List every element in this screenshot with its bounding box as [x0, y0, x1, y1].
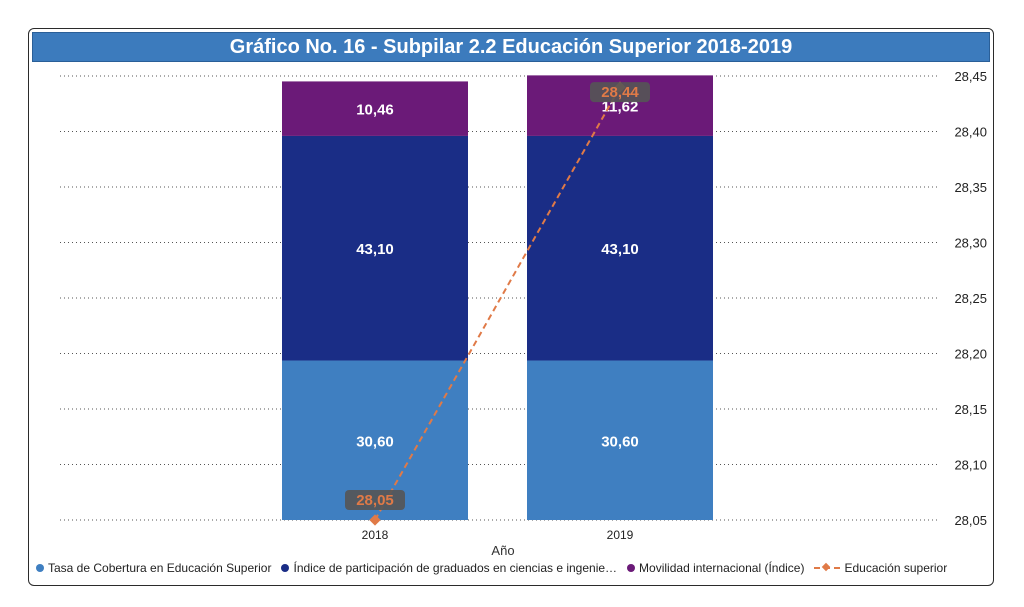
y-tick-label: 28,35 [954, 180, 987, 195]
line-label-box [590, 82, 650, 103]
bar-data-label: 11,62 [602, 99, 639, 116]
bar-data-label: 10,46 [356, 102, 394, 119]
y-tick-label: 28,40 [954, 125, 987, 140]
chart-legend: Tasa de Cobertura en Educación Superior … [36, 559, 991, 577]
bar-segment [527, 360, 713, 520]
legend-marker-movilidad [627, 564, 636, 572]
legend-item-movilidad[interactable]: Movilidad internacional (Índice) [627, 561, 804, 575]
line-point [369, 514, 381, 526]
legend-marker-cobertura [36, 564, 44, 572]
y-tick-label: 28,15 [954, 402, 987, 417]
legend-label-graduados: Índice de participación de graduados en … [293, 561, 618, 575]
chart-title-bar: Gráfico No. 16 - Subpilar 2.2 Educación … [32, 32, 990, 62]
bar-data-label: 43,10 [601, 241, 639, 258]
x-tick-label: 2019 [607, 528, 634, 542]
y-tick-label: 28,10 [954, 458, 987, 473]
chart-title: Gráfico No. 16 - Subpilar 2.2 Educación … [229, 35, 793, 58]
line-data-label: 28,05 [356, 492, 394, 509]
x-tick-label: 2018 [362, 528, 389, 542]
legend-marker-educacion-superior [814, 562, 841, 572]
legend-marker-graduados [281, 564, 290, 572]
bar-data-label: 43,10 [356, 241, 394, 258]
y-tick-label: 28,20 [954, 347, 987, 362]
bar-segment [282, 135, 468, 361]
chart-frame [28, 28, 994, 586]
x-axis-title: Año [491, 543, 514, 558]
legend-item-graduados[interactable]: Índice de participación de graduados en … [281, 561, 617, 575]
bar-data-label: 30,60 [601, 433, 639, 450]
bar-segment [527, 135, 713, 361]
line-data-label: 28,44 [601, 84, 639, 101]
legend-label-educacion-superior: Educación superior [844, 561, 948, 575]
legend-label-cobertura: Tasa de Cobertura en Educación Superior [48, 561, 272, 575]
bar-segment [282, 81, 468, 136]
legend-label-movilidad: Movilidad internacional (Índice) [639, 561, 805, 575]
line-series-educacion-superior [374, 86, 621, 521]
y-tick-label: 28,45 [954, 69, 987, 84]
legend-item-cobertura[interactable]: Tasa de Cobertura en Educación Superior [36, 561, 271, 575]
y-tick-label: 28,05 [954, 513, 987, 528]
legend-item-educacion-superior[interactable]: Educación superior [814, 561, 947, 575]
y-tick-label: 28,25 [954, 291, 987, 306]
bar-data-label: 30,60 [356, 433, 394, 450]
line-label-box [345, 490, 405, 510]
y-tick-label: 28,30 [954, 236, 987, 251]
